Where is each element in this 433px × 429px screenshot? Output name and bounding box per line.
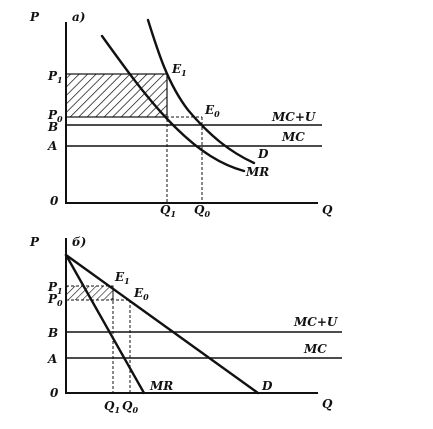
panel-b-x-axis-label: Q bbox=[322, 397, 333, 411]
panel-a-p0-label: P0 bbox=[47, 108, 63, 124]
panel-b-e1-label: E1 bbox=[114, 270, 130, 286]
panel-b-title: б) bbox=[72, 235, 86, 249]
panel-a-mc-label: MC bbox=[281, 130, 305, 144]
panel-b-q1-label: Q1 bbox=[104, 399, 120, 415]
panel-b-demand-curve bbox=[64, 253, 260, 395]
panel-a-e0-label: E0 bbox=[204, 103, 220, 119]
panel-a-demand-curve bbox=[146, 18, 256, 165]
panel-a-hatched-area bbox=[65, 73, 168, 118]
panel-a-title: а) bbox=[72, 10, 85, 24]
panel-a-p1-label: P1 bbox=[47, 69, 63, 85]
panel-a-q1-label: Q1 bbox=[160, 203, 176, 219]
panel-a-y-axis-label: P bbox=[29, 10, 40, 24]
panel-b-e0-label: E0 bbox=[133, 286, 149, 302]
panel-a-mc-u-label: MC+U bbox=[271, 110, 317, 124]
panel-a-b-label: B bbox=[47, 120, 58, 134]
panel-b-mr-curve bbox=[64, 253, 146, 395]
panel-a-axes bbox=[65, 22, 318, 204]
panel-a-e1-label: E1 bbox=[171, 62, 187, 78]
panel-b-mc-label: MC bbox=[303, 342, 327, 356]
panel-b-mr-label: MR bbox=[149, 379, 173, 393]
panel-b-axes bbox=[65, 238, 318, 394]
panel-b-origin: 0 bbox=[50, 386, 59, 400]
panel-b-p0-label: P0 bbox=[47, 292, 63, 308]
panel-b-a-label: A bbox=[47, 352, 57, 366]
panel-a-mr-label: MR bbox=[245, 165, 269, 179]
panel-a-origin: 0 bbox=[50, 194, 59, 208]
panel-a-a-label: A bbox=[47, 139, 57, 153]
panel-b-p1-label: P1 bbox=[47, 280, 63, 296]
panel-b-demand-label: D bbox=[261, 379, 273, 393]
panel-a-x-axis-label: Q bbox=[322, 203, 333, 217]
panel-b: P б) Q 0 P1 P0 B A E1 E0 Q1 Q0 MC+U MC D… bbox=[29, 235, 342, 415]
panel-b-mc-u-label: MC+U bbox=[293, 315, 339, 329]
panel-a-q0-label: Q0 bbox=[194, 203, 210, 219]
panel-a: P а) Q 0 P1 P0 B A E1 E0 Q1 Q0 MC+U MC D… bbox=[29, 10, 333, 219]
panel-b-q0-label: Q0 bbox=[122, 399, 138, 415]
panel-a-demand-label: D bbox=[257, 147, 269, 161]
panel-a-mr-curve bbox=[100, 34, 246, 173]
panel-b-y-axis-label: P bbox=[29, 235, 40, 249]
panel-b-b-label: B bbox=[47, 326, 58, 340]
